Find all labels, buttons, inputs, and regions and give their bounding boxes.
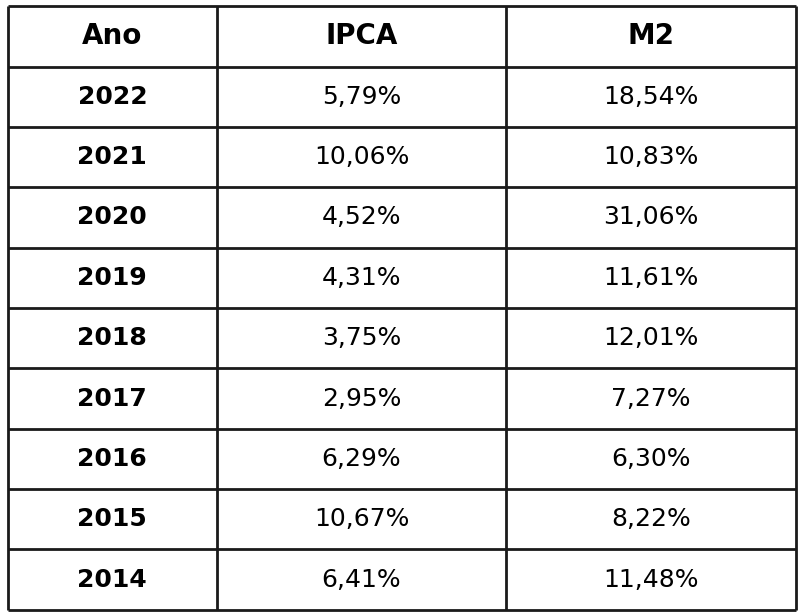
Text: 5,79%: 5,79% bbox=[321, 85, 401, 108]
Text: 6,41%: 6,41% bbox=[321, 568, 401, 591]
Text: 2022: 2022 bbox=[77, 85, 147, 108]
Text: 2020: 2020 bbox=[77, 206, 147, 229]
Text: 6,29%: 6,29% bbox=[321, 447, 401, 471]
Text: 2014: 2014 bbox=[77, 568, 147, 591]
Text: Ano: Ano bbox=[82, 22, 142, 51]
Text: 12,01%: 12,01% bbox=[603, 326, 698, 350]
Text: 10,06%: 10,06% bbox=[313, 145, 409, 169]
Text: 2015: 2015 bbox=[77, 508, 147, 531]
Text: 2016: 2016 bbox=[77, 447, 147, 471]
Text: IPCA: IPCA bbox=[325, 22, 397, 51]
Text: 2019: 2019 bbox=[77, 266, 147, 290]
Text: 8,22%: 8,22% bbox=[610, 508, 690, 531]
Text: 6,30%: 6,30% bbox=[610, 447, 690, 471]
Text: 4,52%: 4,52% bbox=[321, 206, 401, 229]
Text: 4,31%: 4,31% bbox=[321, 266, 401, 290]
Text: 2017: 2017 bbox=[77, 387, 147, 410]
Text: 2,95%: 2,95% bbox=[321, 387, 401, 410]
Text: 11,48%: 11,48% bbox=[602, 568, 698, 591]
Text: M2: M2 bbox=[627, 22, 674, 51]
Text: 31,06%: 31,06% bbox=[603, 206, 698, 229]
Text: 10,83%: 10,83% bbox=[603, 145, 698, 169]
Text: 11,61%: 11,61% bbox=[603, 266, 698, 290]
Text: 3,75%: 3,75% bbox=[321, 326, 401, 350]
Text: 7,27%: 7,27% bbox=[610, 387, 690, 410]
Text: 2018: 2018 bbox=[77, 326, 147, 350]
Text: 2021: 2021 bbox=[77, 145, 147, 169]
Text: 18,54%: 18,54% bbox=[603, 85, 698, 108]
Text: 10,67%: 10,67% bbox=[313, 508, 409, 531]
